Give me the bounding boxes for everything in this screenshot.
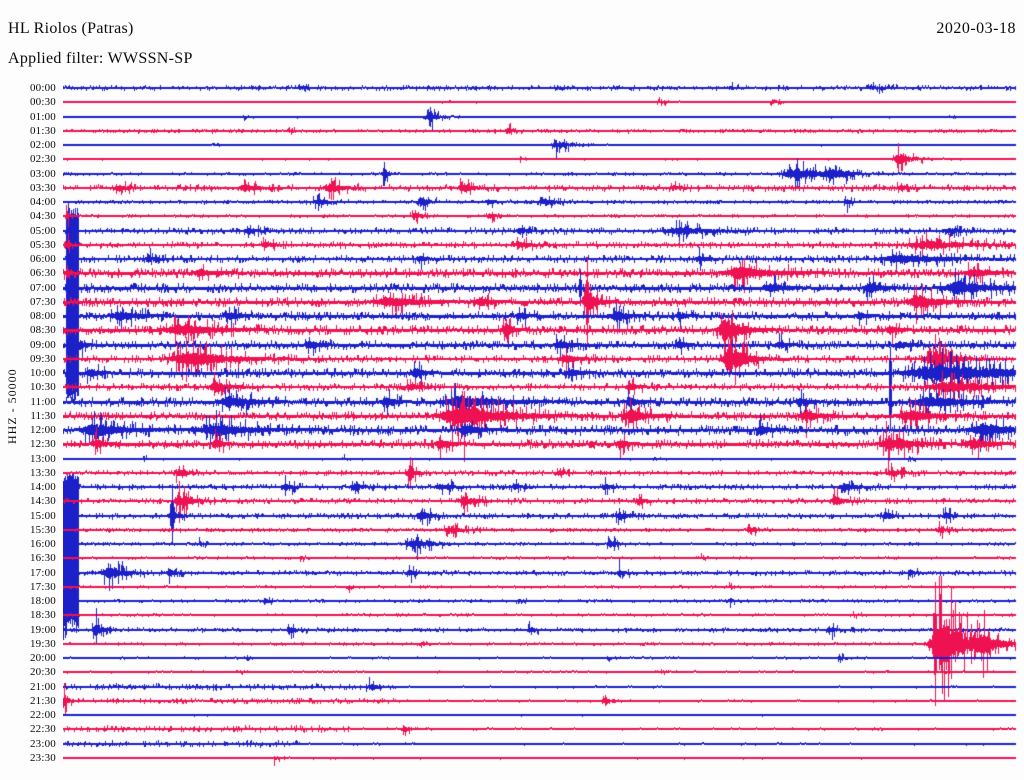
- time-label: 05:30: [29, 239, 56, 251]
- time-label: 04:00: [29, 196, 56, 208]
- time-label: 21:00: [29, 681, 56, 693]
- time-label: 11:00: [30, 396, 56, 408]
- time-label: 08:30: [29, 324, 56, 336]
- time-label: 09:00: [29, 339, 56, 351]
- time-label: 19:30: [29, 638, 56, 650]
- time-label: 21:30: [29, 695, 56, 707]
- time-label: 20:30: [29, 666, 56, 678]
- time-label: 07:30: [29, 296, 56, 308]
- seismogram-traces: [63, 0, 1024, 780]
- time-label: 02:30: [29, 153, 56, 165]
- time-label: 01:00: [29, 111, 56, 123]
- time-label: 05:00: [29, 225, 56, 237]
- time-label: 15:30: [29, 524, 56, 536]
- time-label: 12:30: [29, 438, 56, 450]
- time-label: 06:00: [29, 253, 56, 265]
- time-label: 23:30: [29, 752, 56, 764]
- time-axis: 00:00 00:30 01:00 01:30 02:00 02:30 03:00 03:30…: [0, 0, 59, 780]
- time-label: 18:00: [29, 595, 56, 607]
- time-label: 09:30: [29, 353, 56, 365]
- time-label: 12:00: [29, 424, 56, 436]
- time-label: 13:00: [29, 453, 56, 465]
- time-label: 16:00: [29, 538, 56, 550]
- time-label: 15:00: [29, 510, 56, 522]
- time-label: 19:00: [29, 624, 56, 636]
- time-label: 10:00: [29, 367, 56, 379]
- time-label: 00:30: [29, 96, 56, 108]
- time-label: 16:30: [29, 552, 56, 564]
- time-label: 02:00: [29, 139, 56, 151]
- time-label: 22:00: [29, 709, 56, 721]
- time-label: 06:30: [29, 267, 56, 279]
- time-label: 14:30: [29, 495, 56, 507]
- time-label: 17:30: [29, 581, 56, 593]
- time-label: 04:30: [29, 210, 56, 222]
- time-label: 13:30: [29, 467, 56, 479]
- time-label: 03:00: [29, 168, 56, 180]
- time-label: 07:00: [29, 282, 56, 294]
- time-label: 01:30: [29, 125, 56, 137]
- time-label: 23:00: [29, 738, 56, 750]
- time-label: 08:00: [29, 310, 56, 322]
- time-label: 18:30: [29, 609, 56, 621]
- time-label: 10:30: [29, 381, 56, 393]
- time-label: 20:00: [29, 652, 56, 664]
- time-label: 11:30: [30, 410, 56, 422]
- time-label: 00:00: [29, 82, 56, 94]
- time-label: 03:30: [29, 182, 56, 194]
- time-label: 14:00: [29, 481, 56, 493]
- time-label: 17:00: [29, 567, 56, 579]
- time-label: 22:30: [29, 723, 56, 735]
